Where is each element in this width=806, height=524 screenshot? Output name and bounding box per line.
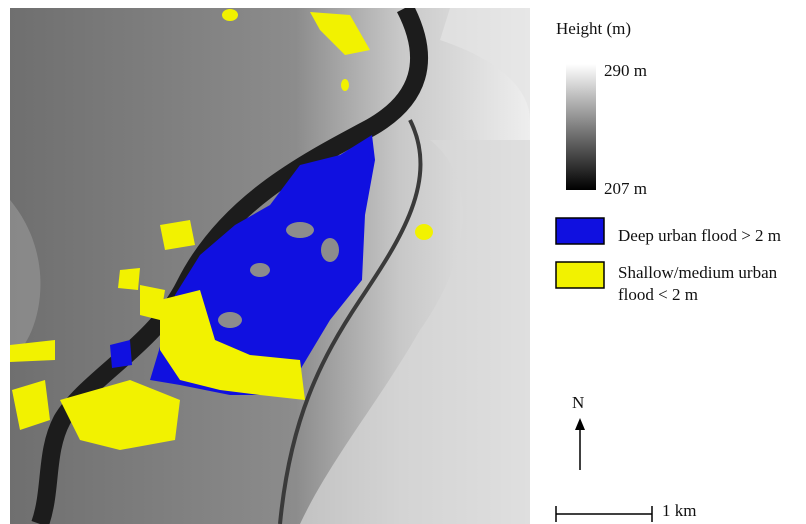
legend-label: Deep urban flood > 2 m <box>618 226 781 245</box>
colorbar-max: 290 m <box>604 61 647 80</box>
legend-label: Shallow/medium urban <box>618 263 778 282</box>
north-arrowhead <box>575 418 585 430</box>
legend-swatch <box>556 262 604 288</box>
map <box>10 8 530 524</box>
map-figure: Height (m) 290 m 207 m Deep urban flood … <box>0 0 806 524</box>
legend-label: flood < 2 m <box>618 285 698 304</box>
legend-title: Height (m) <box>556 19 631 38</box>
scale-bar <box>556 506 652 522</box>
north-label: N <box>572 393 584 412</box>
colorbar-min: 207 m <box>604 179 647 198</box>
colorbar <box>566 64 596 190</box>
legend-swatch <box>556 218 604 244</box>
deep-flood <box>110 340 132 368</box>
scale-label: 1 km <box>662 501 696 520</box>
